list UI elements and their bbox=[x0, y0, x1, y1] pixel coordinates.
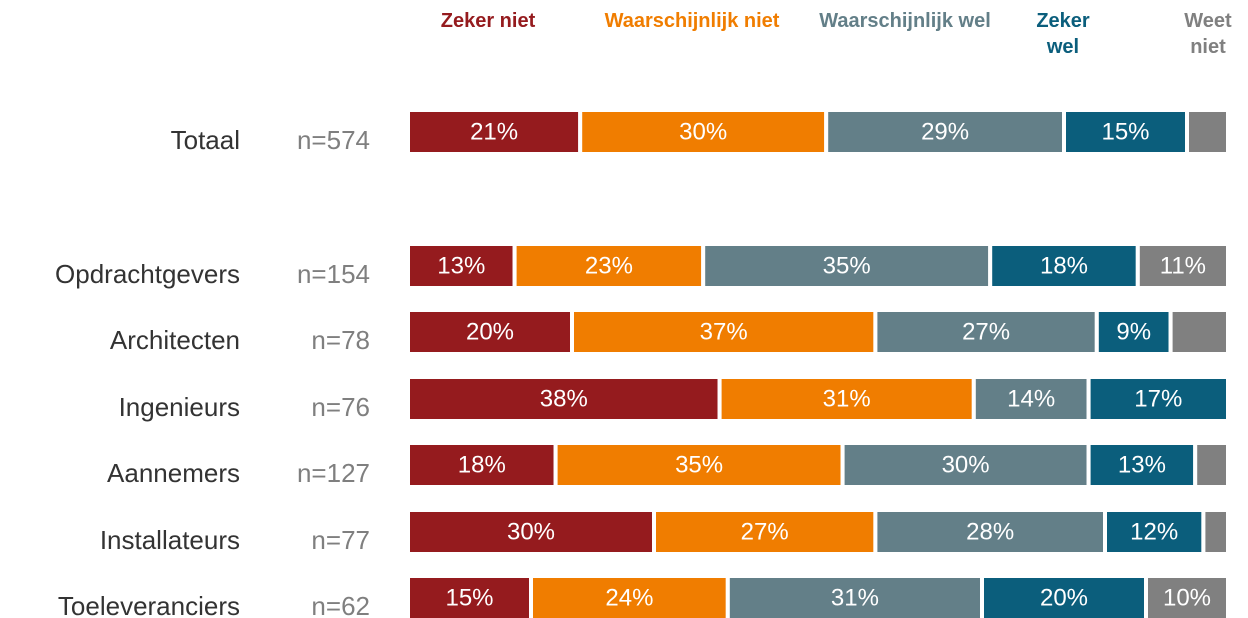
data-label: 37% bbox=[700, 318, 748, 345]
data-label: 12% bbox=[1130, 518, 1178, 545]
category-label: Toeleveranciers bbox=[58, 591, 240, 618]
data-label: 30% bbox=[942, 451, 990, 478]
n-label: n=62 bbox=[311, 591, 370, 618]
bar-segment bbox=[840, 441, 1091, 489]
bar-segment bbox=[1135, 242, 1231, 290]
category-label: Aannemers bbox=[107, 458, 240, 488]
data-label: 31% bbox=[831, 584, 879, 611]
data-label: 15% bbox=[445, 584, 493, 611]
bar-segment bbox=[1201, 508, 1231, 556]
bar-segment bbox=[553, 441, 845, 489]
data-label: 35% bbox=[823, 252, 871, 279]
data-label: 29% bbox=[921, 118, 969, 145]
bar-segment bbox=[1144, 574, 1230, 618]
data-label: 28% bbox=[966, 518, 1014, 545]
data-label: 13% bbox=[437, 252, 485, 279]
bar-segment bbox=[1185, 108, 1230, 156]
bar-segment bbox=[1086, 441, 1198, 489]
category-label: Ingenieurs bbox=[119, 392, 240, 422]
bar-segment bbox=[971, 375, 1091, 423]
data-label: 20% bbox=[1040, 584, 1088, 611]
legend-entry: Waarschijnlijk wel bbox=[819, 10, 991, 32]
data-label: 11% bbox=[1160, 252, 1206, 279]
data-label: 24% bbox=[605, 584, 653, 611]
category-label: Opdrachtgevers bbox=[55, 259, 240, 289]
bar-segment bbox=[1168, 308, 1230, 356]
bar-segment bbox=[701, 242, 993, 290]
data-label: 20% bbox=[466, 318, 514, 345]
n-label: n=574 bbox=[297, 125, 370, 155]
bar-segment bbox=[406, 242, 517, 290]
n-label: n=154 bbox=[297, 259, 370, 289]
data-label: 30% bbox=[679, 118, 727, 145]
n-label: n=78 bbox=[311, 325, 370, 355]
bar-segment bbox=[988, 242, 1140, 290]
bar-segment bbox=[980, 574, 1148, 618]
legend-entry: Zeker wel bbox=[1036, 10, 1090, 58]
legend-entry: Zeker niet bbox=[440, 10, 536, 32]
bar-segment bbox=[578, 108, 829, 156]
data-label: 38% bbox=[540, 385, 588, 412]
data-label: 14% bbox=[1007, 385, 1055, 412]
data-label: 17% bbox=[1134, 385, 1182, 412]
data-label: 30% bbox=[507, 518, 555, 545]
bar-segment bbox=[652, 508, 878, 556]
data-label: 27% bbox=[962, 318, 1010, 345]
data-label: 15% bbox=[1101, 118, 1149, 145]
legend-entry: Weet niet bbox=[1184, 10, 1232, 58]
data-label: 35% bbox=[675, 451, 723, 478]
category-label: Totaal bbox=[171, 125, 240, 155]
bar-segment bbox=[1086, 375, 1230, 423]
bar-segment bbox=[873, 308, 1099, 356]
data-label: 10% bbox=[1163, 584, 1211, 611]
data-label: 9% bbox=[1116, 318, 1151, 345]
category-label: Architecten bbox=[110, 325, 240, 355]
legend-entry: Waarschijnlijk niet bbox=[604, 10, 780, 32]
data-label: 27% bbox=[741, 518, 789, 545]
data-label: 23% bbox=[585, 252, 633, 279]
bar-segment bbox=[406, 308, 574, 356]
data-label: 21% bbox=[470, 118, 518, 145]
data-label: 31% bbox=[823, 385, 871, 412]
bar-segment bbox=[824, 108, 1067, 156]
bar-segment bbox=[406, 108, 583, 156]
category-label: Installateurs bbox=[100, 525, 240, 555]
n-label: n=77 bbox=[311, 525, 370, 555]
n-label: n=127 bbox=[297, 458, 370, 488]
bar-segment bbox=[1193, 441, 1230, 489]
data-label: 18% bbox=[458, 451, 506, 478]
n-label: n=76 bbox=[311, 392, 370, 422]
data-label: 13% bbox=[1118, 451, 1166, 478]
data-label: 18% bbox=[1040, 252, 1088, 279]
